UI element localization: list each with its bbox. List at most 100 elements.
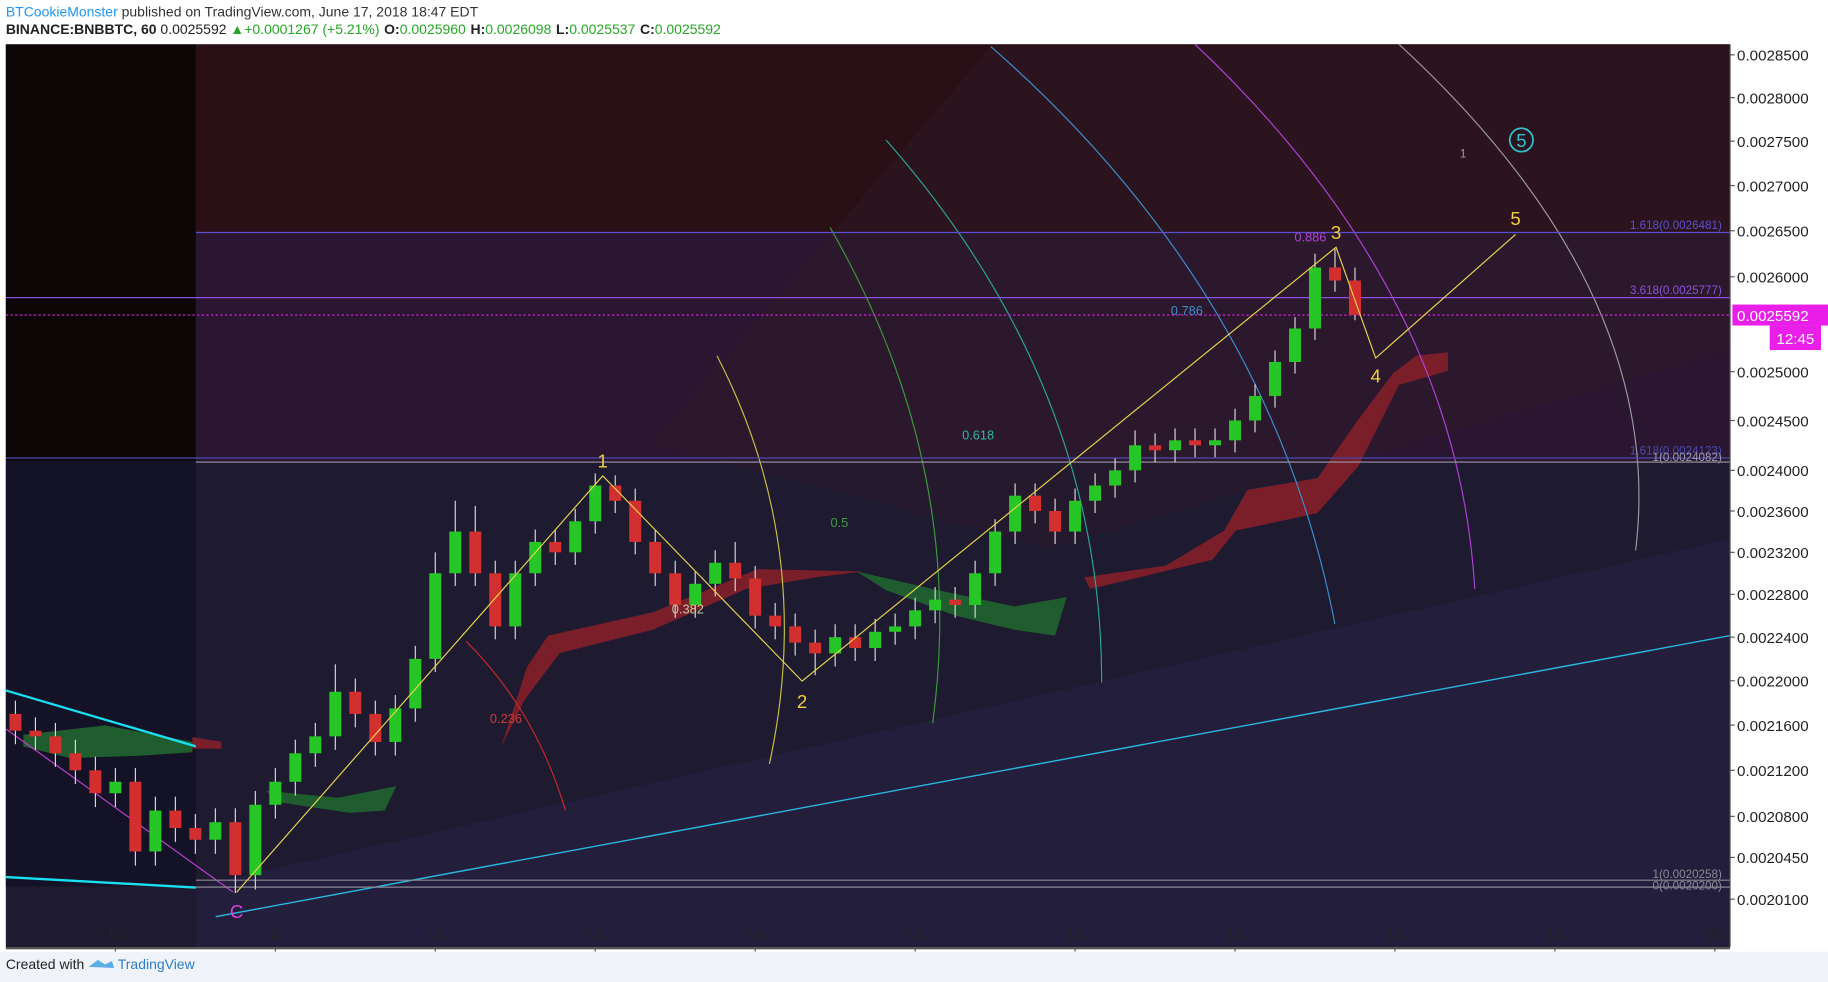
candle-body — [189, 828, 202, 840]
symbol: BINANCE:BNBBTC, 60 — [6, 21, 157, 37]
annotation: 1 — [598, 451, 608, 472]
candle-body — [729, 562, 742, 579]
trend-line — [5, 689, 197, 748]
candle-body — [149, 810, 162, 852]
y-tick-label: 0.0027000 — [1737, 178, 1809, 195]
candle-body — [1089, 485, 1102, 501]
countdown: 12:45 — [1776, 331, 1814, 348]
ohlc-label: O: — [384, 21, 400, 37]
price: 0.0025592 — [160, 21, 226, 37]
candle-body — [1229, 420, 1242, 441]
footer-created: Created with — [6, 956, 85, 972]
annotation: 0.382 — [672, 601, 704, 616]
candle-body — [989, 531, 1002, 574]
cloud — [856, 571, 1067, 636]
candle-body — [109, 781, 122, 794]
fib-arc — [1398, 43, 1640, 551]
candle-body — [789, 626, 802, 643]
fib-arc — [1194, 43, 1476, 590]
x-tick-label: 11 — [267, 926, 283, 943]
annotation: C — [230, 901, 243, 922]
fib-arc — [990, 46, 1336, 625]
cloud — [23, 725, 193, 759]
y-tick-label: 0.0023200 — [1737, 545, 1809, 562]
x-tick-label: 13 — [587, 926, 604, 943]
zone — [195, 44, 1731, 234]
y-tick-label: 0.0024500 — [1737, 413, 1809, 430]
level-label: 1(0.0024082) — [1653, 451, 1722, 464]
candle-body — [449, 531, 462, 574]
annotation: 1 — [1460, 147, 1466, 160]
candle-body — [1109, 470, 1122, 486]
y-tick-label: 0.0028500 — [1737, 48, 1809, 65]
fib-arc — [716, 355, 785, 765]
x-tick-label: 14 — [747, 926, 764, 943]
candle-body — [49, 736, 62, 754]
wave-path — [236, 233, 1516, 893]
y-tick-label: 0.0025000 — [1737, 364, 1809, 381]
ohlc-label: L: — [556, 21, 569, 37]
candle-body — [709, 562, 722, 584]
candle-body — [649, 541, 662, 574]
author[interactable]: BTCookieMonster — [6, 3, 118, 19]
annotation: 0.618 — [962, 428, 994, 443]
candle-body — [1069, 500, 1082, 532]
candle-body — [1009, 495, 1022, 532]
ohlc: O:0.0025960 H:0.0026098 L:0.0025537 C:0.002… — [384, 21, 721, 37]
y-tick-label: 0.0021200 — [1737, 763, 1809, 780]
annotation: 2 — [797, 691, 807, 712]
candle-body — [869, 631, 882, 648]
candle-body — [369, 713, 382, 742]
x-tick-label: 12 — [427, 926, 444, 943]
candle-body — [569, 521, 582, 553]
level-label: 3.618(0.0025777) — [1630, 284, 1722, 297]
y-tick-label: 0.0021600 — [1737, 718, 1809, 735]
candle-body — [9, 713, 22, 731]
trend-line — [215, 634, 1731, 918]
candle-body — [1189, 440, 1202, 446]
candle-body — [1129, 445, 1142, 471]
candle-body — [169, 810, 182, 829]
ohlc-value: 0.0025960 — [400, 21, 466, 37]
candle-body — [809, 642, 822, 654]
candle-body — [489, 573, 502, 627]
annotation: 0.786 — [1171, 303, 1203, 318]
candle-body — [929, 599, 942, 611]
candle-body — [29, 730, 42, 737]
annotation: 3 — [1331, 222, 1341, 243]
footer-brand[interactable]: TradingView — [118, 956, 196, 972]
candle-body — [689, 583, 702, 606]
candle-body — [269, 781, 282, 805]
candle-body — [349, 691, 362, 714]
candle-body — [409, 658, 422, 709]
y-axis-bg — [1730, 44, 1828, 948]
candle-body — [769, 615, 782, 627]
candle-body — [249, 804, 262, 876]
annotation: 0.236 — [490, 711, 522, 726]
candle-body — [1249, 395, 1262, 421]
candle-body — [849, 637, 862, 648]
x-tick-label: 17 — [1227, 926, 1244, 943]
candle-body — [1029, 495, 1042, 511]
cloud — [192, 737, 222, 749]
y-tick-label: 0.0020800 — [1737, 809, 1809, 826]
candle-body — [889, 626, 902, 632]
y-tick-label: 0.0022000 — [1737, 674, 1809, 691]
fib-arc — [465, 641, 566, 811]
x-tick-label: 16 — [1067, 926, 1084, 943]
y-tick-label: 0.0026500 — [1737, 224, 1809, 241]
level-label: 1.618(0.0024123) — [1630, 444, 1722, 457]
candle-body — [589, 485, 602, 522]
ohlc-value: 0.0025592 — [655, 21, 721, 37]
candle-body — [1049, 510, 1062, 532]
candle-body — [1269, 361, 1282, 396]
candle-body — [829, 637, 842, 654]
candle-body — [509, 573, 522, 627]
candle-body — [469, 531, 482, 574]
candle-body — [1169, 440, 1182, 451]
current-price-label: 0.0025592 — [1737, 308, 1809, 325]
y-tick-label: 0.0028000 — [1737, 90, 1809, 107]
candle-body — [329, 691, 342, 737]
